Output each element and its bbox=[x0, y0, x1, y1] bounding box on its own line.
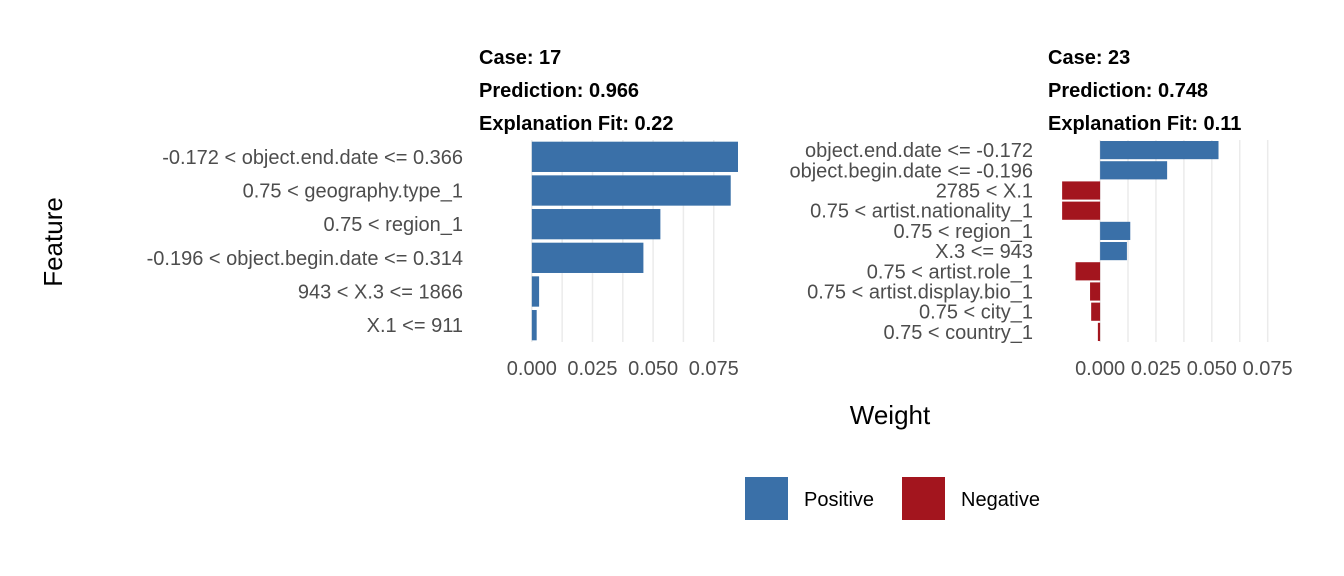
grid-lines bbox=[1099, 140, 1269, 342]
bar bbox=[531, 141, 738, 172]
feature-label: 0.75 < geography.type_1 bbox=[243, 181, 463, 203]
prediction-title: Prediction: 0.748 bbox=[1048, 80, 1208, 102]
feature-label: 943 < X.3 <= 1866 bbox=[298, 282, 463, 304]
x-tick-label: 0.025 bbox=[567, 358, 617, 380]
bar bbox=[531, 276, 540, 307]
feature-label: X.3 <= 943 bbox=[935, 241, 1033, 263]
bar bbox=[1075, 262, 1101, 281]
feature-label: 0.75 < country_1 bbox=[883, 322, 1033, 344]
explanation-fit-title: Explanation Fit: 0.22 bbox=[479, 113, 673, 135]
feature-label: -0.196 < object.begin.date <= 0.314 bbox=[147, 248, 463, 270]
x-tick-label: 0.050 bbox=[1187, 358, 1237, 380]
x-tick-label: 0.075 bbox=[1243, 358, 1293, 380]
bar bbox=[1097, 322, 1101, 341]
feature-label: -0.172 < object.end.date <= 0.366 bbox=[162, 147, 463, 169]
feature-label: X.1 <= 911 bbox=[367, 315, 463, 337]
feature-label: 0.75 < city_1 bbox=[919, 302, 1033, 324]
legend: Positive Negative bbox=[745, 477, 1040, 520]
bar bbox=[1091, 302, 1101, 321]
case-title: Case: 23 bbox=[1048, 47, 1130, 69]
bar bbox=[531, 242, 644, 273]
bar bbox=[531, 209, 661, 240]
x-tick-label: 0.000 bbox=[1075, 358, 1125, 380]
case-title: Case: 17 bbox=[479, 47, 561, 69]
explanation-fit-title: Explanation Fit: 0.11 bbox=[1048, 113, 1241, 135]
grid-lines bbox=[531, 140, 715, 342]
x-tick-label: 0.025 bbox=[1131, 358, 1181, 380]
bar bbox=[1100, 141, 1219, 160]
x-tick-label: 0.075 bbox=[689, 358, 739, 380]
legend-swatch bbox=[745, 477, 788, 520]
bar bbox=[531, 310, 537, 341]
bar bbox=[1100, 221, 1131, 240]
bar bbox=[1062, 201, 1101, 220]
x-tick-label: 0.050 bbox=[628, 358, 678, 380]
panel-case-2: Case: 23 Prediction: 0.748 Explanation Fit… bbox=[789, 47, 1292, 380]
x-tick-label: 0.000 bbox=[507, 358, 557, 380]
feature-label: object.end.date <= -0.172 bbox=[805, 140, 1033, 162]
chart-panels: Case: 17 Prediction: 0.966 Explanation Fit… bbox=[147, 47, 1293, 380]
panel-case-1: Case: 17 Prediction: 0.966 Explanation Fit… bbox=[147, 47, 739, 380]
feature-label: 0.75 < region_1 bbox=[323, 214, 463, 236]
feature-label: 2785 < X.1 bbox=[936, 181, 1033, 203]
prediction-title: Prediction: 0.966 bbox=[479, 80, 639, 102]
feature-label: 0.75 < artist.nationality_1 bbox=[810, 201, 1033, 223]
feature-label: 0.75 < artist.role_1 bbox=[867, 261, 1033, 283]
feature-label: 0.75 < region_1 bbox=[893, 221, 1033, 243]
bar bbox=[1100, 161, 1168, 180]
y-axis-title: Feature bbox=[38, 197, 68, 287]
bar bbox=[1090, 282, 1101, 301]
legend-label: Negative bbox=[961, 489, 1040, 511]
bar bbox=[1100, 242, 1127, 261]
bar bbox=[1062, 181, 1101, 200]
feature-label: object.begin.date <= -0.196 bbox=[789, 160, 1033, 182]
x-axis-title: Weight bbox=[850, 400, 931, 430]
legend-swatch bbox=[902, 477, 945, 520]
legend-label: Positive bbox=[804, 489, 874, 511]
bar bbox=[531, 175, 731, 206]
feature-label: 0.75 < artist.display.bio_1 bbox=[807, 282, 1033, 304]
